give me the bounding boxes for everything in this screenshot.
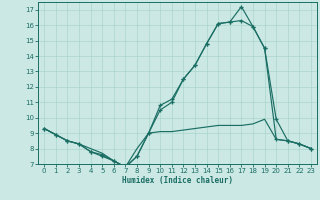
X-axis label: Humidex (Indice chaleur): Humidex (Indice chaleur) [122, 176, 233, 185]
